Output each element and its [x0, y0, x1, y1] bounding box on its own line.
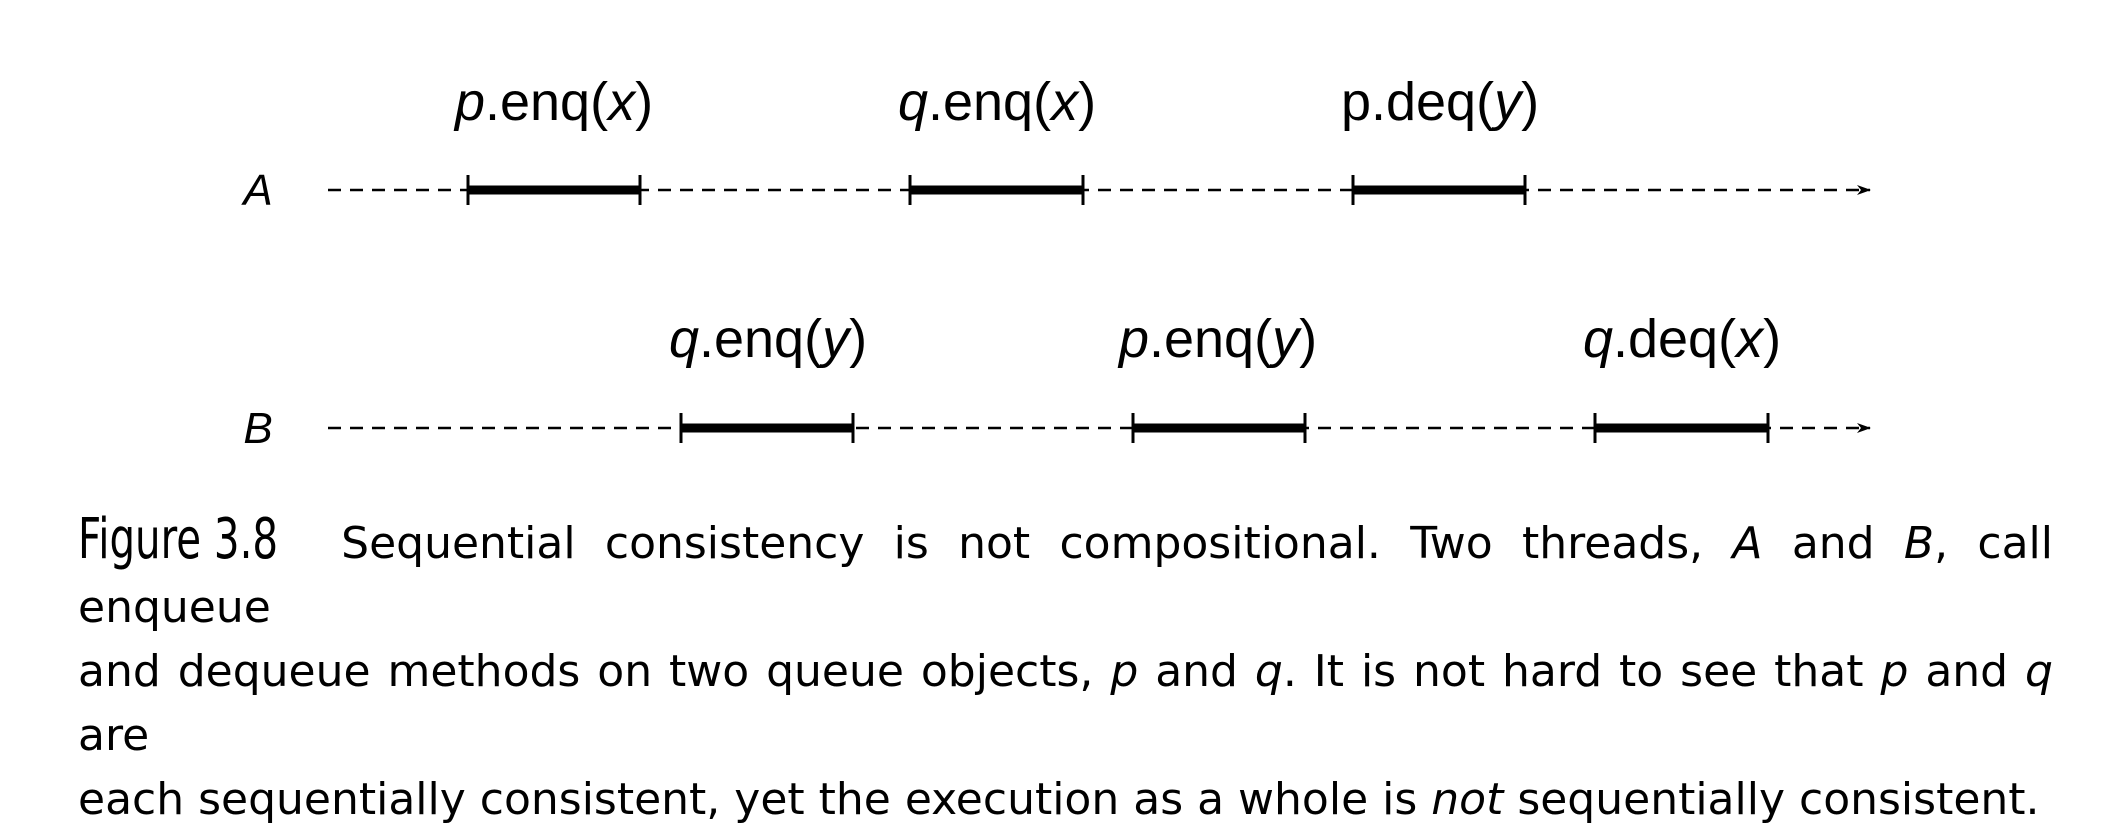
thread-b-interval-2: p.enq(y): [1117, 309, 1317, 443]
figure-number: Figure 3.8: [78, 507, 279, 572]
thread-a-event-3-label: p.deq(y): [1341, 72, 1539, 132]
caption-line-2: and dequeue methods on two queue objects…: [78, 646, 2053, 761]
thread-a-event-1-label: p.enq(x): [453, 72, 653, 132]
thread-b-timeline: B q.enq(y) p.enq(y) q.deq(x): [243, 309, 1871, 453]
thread-b-event-2-label: p.enq(y): [1117, 309, 1317, 369]
caption-line-1: Figure 3.8 Sequential consistency is not…: [78, 507, 2053, 634]
thread-a-interval-3: p.deq(y): [1341, 72, 1539, 205]
thread-a-interval-1: p.enq(x): [453, 72, 653, 205]
thread-a-event-2-label: q.enq(x): [898, 72, 1096, 132]
thread-b-interval-1: q.enq(y): [669, 309, 867, 443]
history-diagram: A p.enq(x) q.enq(x) p.deq(y): [240, 72, 1871, 453]
figure-caption: Figure 3.8 Sequential consistency is not…: [78, 508, 2053, 832]
thread-a-interval-2: q.enq(x): [898, 72, 1096, 205]
caption-line-3: each sequentially consistent, yet the ex…: [78, 774, 2040, 825]
thread-b-label: B: [243, 404, 272, 453]
thread-b-event-1-label: q.enq(y): [669, 309, 867, 369]
thread-a-timeline: A p.enq(x) q.enq(x) p.deq(y): [240, 72, 1871, 215]
thread-b-interval-3: q.deq(x): [1583, 309, 1781, 443]
thread-b-event-3-label: q.deq(x): [1583, 309, 1781, 369]
thread-a-label: A: [240, 166, 272, 215]
